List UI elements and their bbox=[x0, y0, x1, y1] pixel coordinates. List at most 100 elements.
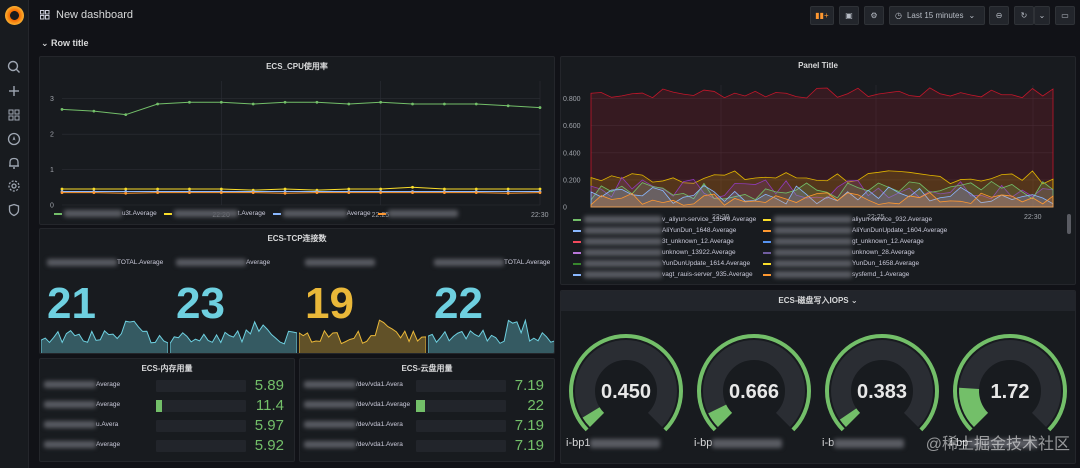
area-series bbox=[590, 170, 1054, 208]
sidebar bbox=[0, 0, 29, 468]
stat-tile[interactable]: Average 23 bbox=[170, 253, 297, 353]
bar-gauge-row[interactable]: Average 5.89 bbox=[44, 377, 290, 395]
stat-label: TOTAL.Average bbox=[47, 259, 163, 266]
dashboard-settings-button[interactable]: ⚙ bbox=[864, 6, 884, 25]
panel-title-panel[interactable]: Panel Title 0 0.200 0.400 0.600 0.800 22:20 22… bbox=[560, 56, 1076, 285]
bar-gauge-track bbox=[156, 380, 246, 392]
legend-item[interactable] bbox=[377, 210, 458, 217]
gauge[interactable] bbox=[690, 311, 818, 441]
shield-icon[interactable] bbox=[6, 202, 22, 218]
zoom-out-button[interactable]: ⊖ bbox=[989, 6, 1009, 25]
top-bar: New dashboard ▮▮+ ▣ ⚙ ◷ Last 15 minutes … bbox=[29, 0, 1080, 33]
legend-item[interactable]: YunDunUpdate_1614.Average bbox=[573, 260, 750, 267]
alerting-bell-icon[interactable] bbox=[6, 155, 22, 171]
panel-title: ECS-TCP连接数 bbox=[267, 234, 327, 243]
data-point bbox=[188, 191, 191, 194]
legend-item[interactable]: u3t.Average bbox=[54, 210, 157, 217]
legend-swatch bbox=[763, 218, 771, 221]
gauge-fill bbox=[839, 408, 861, 428]
bar-gauge-row[interactable]: /dev/vda1.Avera 7.19 bbox=[304, 377, 550, 395]
gauge-label: i-bp1 bbox=[566, 437, 661, 449]
gauge-label-text: i-bp bbox=[694, 437, 713, 449]
stat-value: 21 bbox=[47, 279, 96, 328]
chevron-down-icon: ⌄ bbox=[850, 296, 858, 305]
plus-icon[interactable] bbox=[6, 83, 22, 99]
y-tick-label: 1 bbox=[50, 167, 54, 174]
monitor-icon: ▭ bbox=[1061, 11, 1069, 20]
bar-gauge-row[interactable]: Average 5.92 bbox=[44, 437, 290, 455]
legend-item[interactable]: AliYunDunUpdate_1604.Average bbox=[763, 227, 947, 234]
gauge-label-text: i-bp1 bbox=[566, 437, 591, 449]
legend-item[interactable]: sysfemd_1.Average bbox=[763, 271, 909, 278]
panel-title[interactable]: ECS-磁盘写入IOPS ⌄ bbox=[561, 295, 1075, 306]
data-point bbox=[124, 191, 128, 195]
gauge[interactable] bbox=[818, 311, 946, 441]
dashboards-icon[interactable] bbox=[6, 107, 22, 123]
disk-iops-panel[interactable]: ECS-磁盘写入IOPS ⌄ 0.450 i-bp1 0.666 i-bp 0.383 i… bbox=[560, 290, 1076, 464]
bar-gauge-value: 22 bbox=[527, 397, 544, 414]
bar-gauge-track bbox=[416, 400, 506, 412]
data-point bbox=[315, 191, 319, 194]
time-picker-button[interactable]: ◷ Last 15 minutes ⌄ bbox=[889, 6, 985, 25]
stat-tile[interactable]: 19 bbox=[299, 253, 426, 353]
save-dashboard-button[interactable]: ▣ bbox=[839, 6, 859, 25]
legend-scrollbar[interactable] bbox=[1067, 214, 1071, 234]
gauge-fill bbox=[708, 404, 733, 428]
sparkline bbox=[299, 319, 426, 353]
gauge[interactable] bbox=[562, 311, 690, 441]
tcp-connections-panel[interactable]: ECS-TCP连接数 TOTAL.Average 21 Average 23 19 TOT… bbox=[39, 228, 555, 354]
row-title-text: Row title bbox=[51, 38, 89, 48]
legend-item[interactable]: gt_unknown_12.Average bbox=[763, 238, 924, 245]
tv-mode-button[interactable]: ▭ bbox=[1055, 6, 1075, 25]
stat-tile[interactable]: TOTAL.Average 21 bbox=[41, 253, 168, 353]
bar-gauge-label-text: /dev/vda1.Avera bbox=[356, 421, 403, 429]
refresh-button[interactable]: ↻ bbox=[1014, 6, 1034, 25]
x-tick-label: 22:25 bbox=[372, 212, 390, 219]
gauge[interactable] bbox=[946, 311, 1074, 441]
bar-gauge-row[interactable]: u.Avera 5.97 bbox=[44, 417, 290, 435]
search-icon[interactable] bbox=[6, 59, 22, 75]
bar-gauge-row[interactable]: /dev/vda1.Average 22 bbox=[304, 397, 550, 415]
bar-gauge-row[interactable]: /dev/vda1.Avera 7.19 bbox=[304, 417, 550, 435]
legend-item[interactable]: unknown_13922.Average bbox=[573, 249, 736, 256]
add-panel-button[interactable]: ▮▮+ bbox=[810, 6, 834, 25]
grafana-logo-icon[interactable] bbox=[5, 6, 24, 25]
legend-item[interactable]: aliyun-service_932.Average bbox=[763, 216, 932, 223]
legend-swatch bbox=[763, 273, 771, 276]
legend-item[interactable]: 3t_unknown_12.Average bbox=[573, 238, 734, 245]
bar-gauge-row[interactable]: /dev/vda1.Avera 7.19 bbox=[304, 437, 550, 455]
data-point bbox=[538, 187, 542, 191]
bar-gauge-label-text: Average bbox=[96, 401, 121, 409]
legend-label: t.Average bbox=[237, 210, 266, 218]
legend-item[interactable]: vagt_rauis-server_935.Average bbox=[573, 271, 753, 278]
stat-value: 22 bbox=[434, 279, 483, 328]
bar-gauge-row[interactable]: Average 11.4 bbox=[44, 397, 290, 415]
legend-item[interactable]: AliYunDun_1648.Average bbox=[573, 227, 736, 234]
sparkline-area bbox=[170, 320, 297, 353]
row-title[interactable]: ⌄ Row title bbox=[41, 38, 89, 48]
legend-label: YunDunUpdate_1614.Average bbox=[662, 260, 751, 268]
legend-label: unknown_28.Average bbox=[852, 249, 915, 257]
explore-compass-icon[interactable] bbox=[6, 131, 22, 147]
legend-item[interactable]: v_aliyun-service_13549.Average bbox=[573, 216, 756, 223]
legend-item[interactable]: t.Average bbox=[163, 210, 266, 218]
legend-swatch bbox=[763, 229, 771, 232]
stat-label: Average bbox=[176, 259, 270, 266]
legend-item[interactable]: YunDun_1658.Average bbox=[763, 260, 919, 267]
legend-item[interactable]: unknown_28.Average bbox=[763, 249, 915, 256]
legend-item[interactable]: Average bbox=[272, 210, 371, 217]
data-point bbox=[283, 187, 287, 191]
x-tick-label: 22:30 bbox=[1024, 214, 1042, 221]
settings-gear-icon[interactable] bbox=[6, 178, 22, 194]
legend-swatch bbox=[763, 251, 771, 254]
legend-swatch bbox=[573, 273, 581, 276]
bar-gauge-label-text: u.Avera bbox=[96, 421, 119, 429]
dashboard-title[interactable]: New dashboard bbox=[40, 9, 133, 21]
memory-usage-panel[interactable]: ECS-内存用量 Average 5.89 Average 11.4 u.Avera 5.… bbox=[39, 358, 295, 462]
panel-title: Panel Title bbox=[798, 61, 838, 70]
disk-usage-panel[interactable]: ECS-云盘用量 /dev/vda1.Avera 7.19/dev/vda1.Av… bbox=[299, 358, 555, 462]
refresh-interval-dropdown[interactable]: ⌄ bbox=[1034, 6, 1050, 25]
stat-tile[interactable]: TOTAL.Average 22 bbox=[428, 253, 554, 353]
data-point bbox=[60, 187, 64, 191]
